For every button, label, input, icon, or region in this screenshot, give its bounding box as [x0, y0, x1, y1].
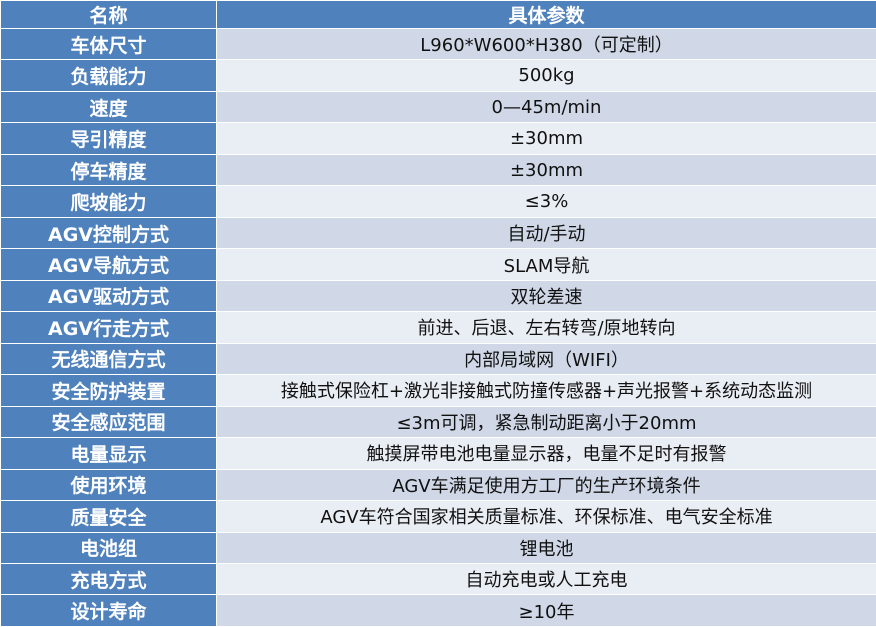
table-row: 使用环境 AGV车满足使用方工厂的生产环境条件: [0, 468, 876, 502]
row-name: 电池组: [0, 531, 217, 564]
row-name: AGV行走方式: [0, 311, 217, 344]
row-value: 双轮差速: [216, 279, 876, 313]
row-name: 停车精度: [0, 153, 217, 187]
table-row: 爬坡能力 ≤3%: [0, 185, 876, 218]
table-row: 质量安全 AGV车符合国家相关质量标准、环保标准、电气安全标准: [0, 500, 876, 533]
row-value: ±30mm: [216, 122, 876, 155]
table-row: 负载能力 500kg: [0, 59, 876, 92]
table-row: AGV行走方式 前进、后退、左右转弯/原地转向: [0, 311, 876, 344]
row-name: 负载能力: [0, 59, 217, 92]
row-value: AGV车满足使用方工厂的生产环境条件: [216, 468, 876, 502]
row-name: AGV导航方式: [0, 248, 217, 281]
row-value: ≤3%: [216, 185, 876, 218]
row-value: ±30mm: [216, 153, 876, 187]
row-value: 接触式保险杠+激光非接触式防撞传感器+声光报警+系统动态监测: [216, 374, 876, 407]
row-name: 充电方式: [0, 562, 217, 596]
table-row: AGV驱动方式 双轮差速: [0, 279, 876, 313]
row-name: 质量安全: [0, 500, 217, 533]
row-value: 前进、后退、左右转弯/原地转向: [216, 311, 876, 344]
row-value: 500kg: [216, 59, 876, 92]
row-value: 内部局域网（WIFI）: [216, 342, 876, 376]
row-value: 锂电池: [216, 531, 876, 564]
row-name: 无线通信方式: [0, 342, 217, 376]
header-name: 名称: [0, 0, 217, 29]
row-value: 自动充电或人工充电: [216, 562, 876, 596]
row-name: 使用环境: [0, 468, 217, 502]
table-header-row: 名称 具体参数: [0, 0, 876, 29]
table-row: 设计寿命 ≥10年: [0, 594, 876, 627]
row-name: 速度: [0, 90, 217, 124]
row-name: 车体尺寸: [0, 27, 217, 61]
table-row: AGV导航方式 SLAM导航: [0, 248, 876, 281]
row-name: AGV驱动方式: [0, 279, 217, 313]
row-name: AGV控制方式: [0, 216, 217, 250]
row-name: 导引精度: [0, 122, 217, 155]
row-value: AGV车符合国家相关质量标准、环保标准、电气安全标准: [216, 500, 876, 533]
row-value: L960*W600*H380（可定制）: [216, 27, 876, 61]
table-row: 电池组 锂电池: [0, 531, 876, 564]
table-row: 充电方式 自动充电或人工充电: [0, 562, 876, 596]
row-value: ≥10年: [216, 594, 876, 627]
row-value: ≤3m可调，紧急制动距离小于20mm: [216, 405, 876, 439]
row-name: 电量显示: [0, 437, 217, 470]
row-value: 自动/手动: [216, 216, 876, 250]
table-row: AGV控制方式 自动/手动: [0, 216, 876, 250]
row-value: 触摸屏带电池电量显示器，电量不足时有报警: [216, 437, 876, 470]
table-row: 停车精度 ±30mm: [0, 153, 876, 187]
table-row: 安全防护装置 接触式保险杠+激光非接触式防撞传感器+声光报警+系统动态监测: [0, 374, 876, 407]
table-row: 速度 0—45m/min: [0, 90, 876, 124]
table-row: 无线通信方式 内部局域网（WIFI）: [0, 342, 876, 376]
row-name: 爬坡能力: [0, 185, 217, 218]
table-row: 导引精度 ±30mm: [0, 122, 876, 155]
table-row: 安全感应范围 ≤3m可调，紧急制动距离小于20mm: [0, 405, 876, 439]
row-name: 安全感应范围: [0, 405, 217, 439]
row-name: 安全防护装置: [0, 374, 217, 407]
table-row: 电量显示 触摸屏带电池电量显示器，电量不足时有报警: [0, 437, 876, 470]
table-row: 车体尺寸 L960*W600*H380（可定制）: [0, 27, 876, 61]
row-value: SLAM导航: [216, 248, 876, 281]
row-name: 设计寿命: [0, 594, 217, 627]
row-value: 0—45m/min: [216, 90, 876, 124]
header-value: 具体参数: [216, 0, 876, 29]
